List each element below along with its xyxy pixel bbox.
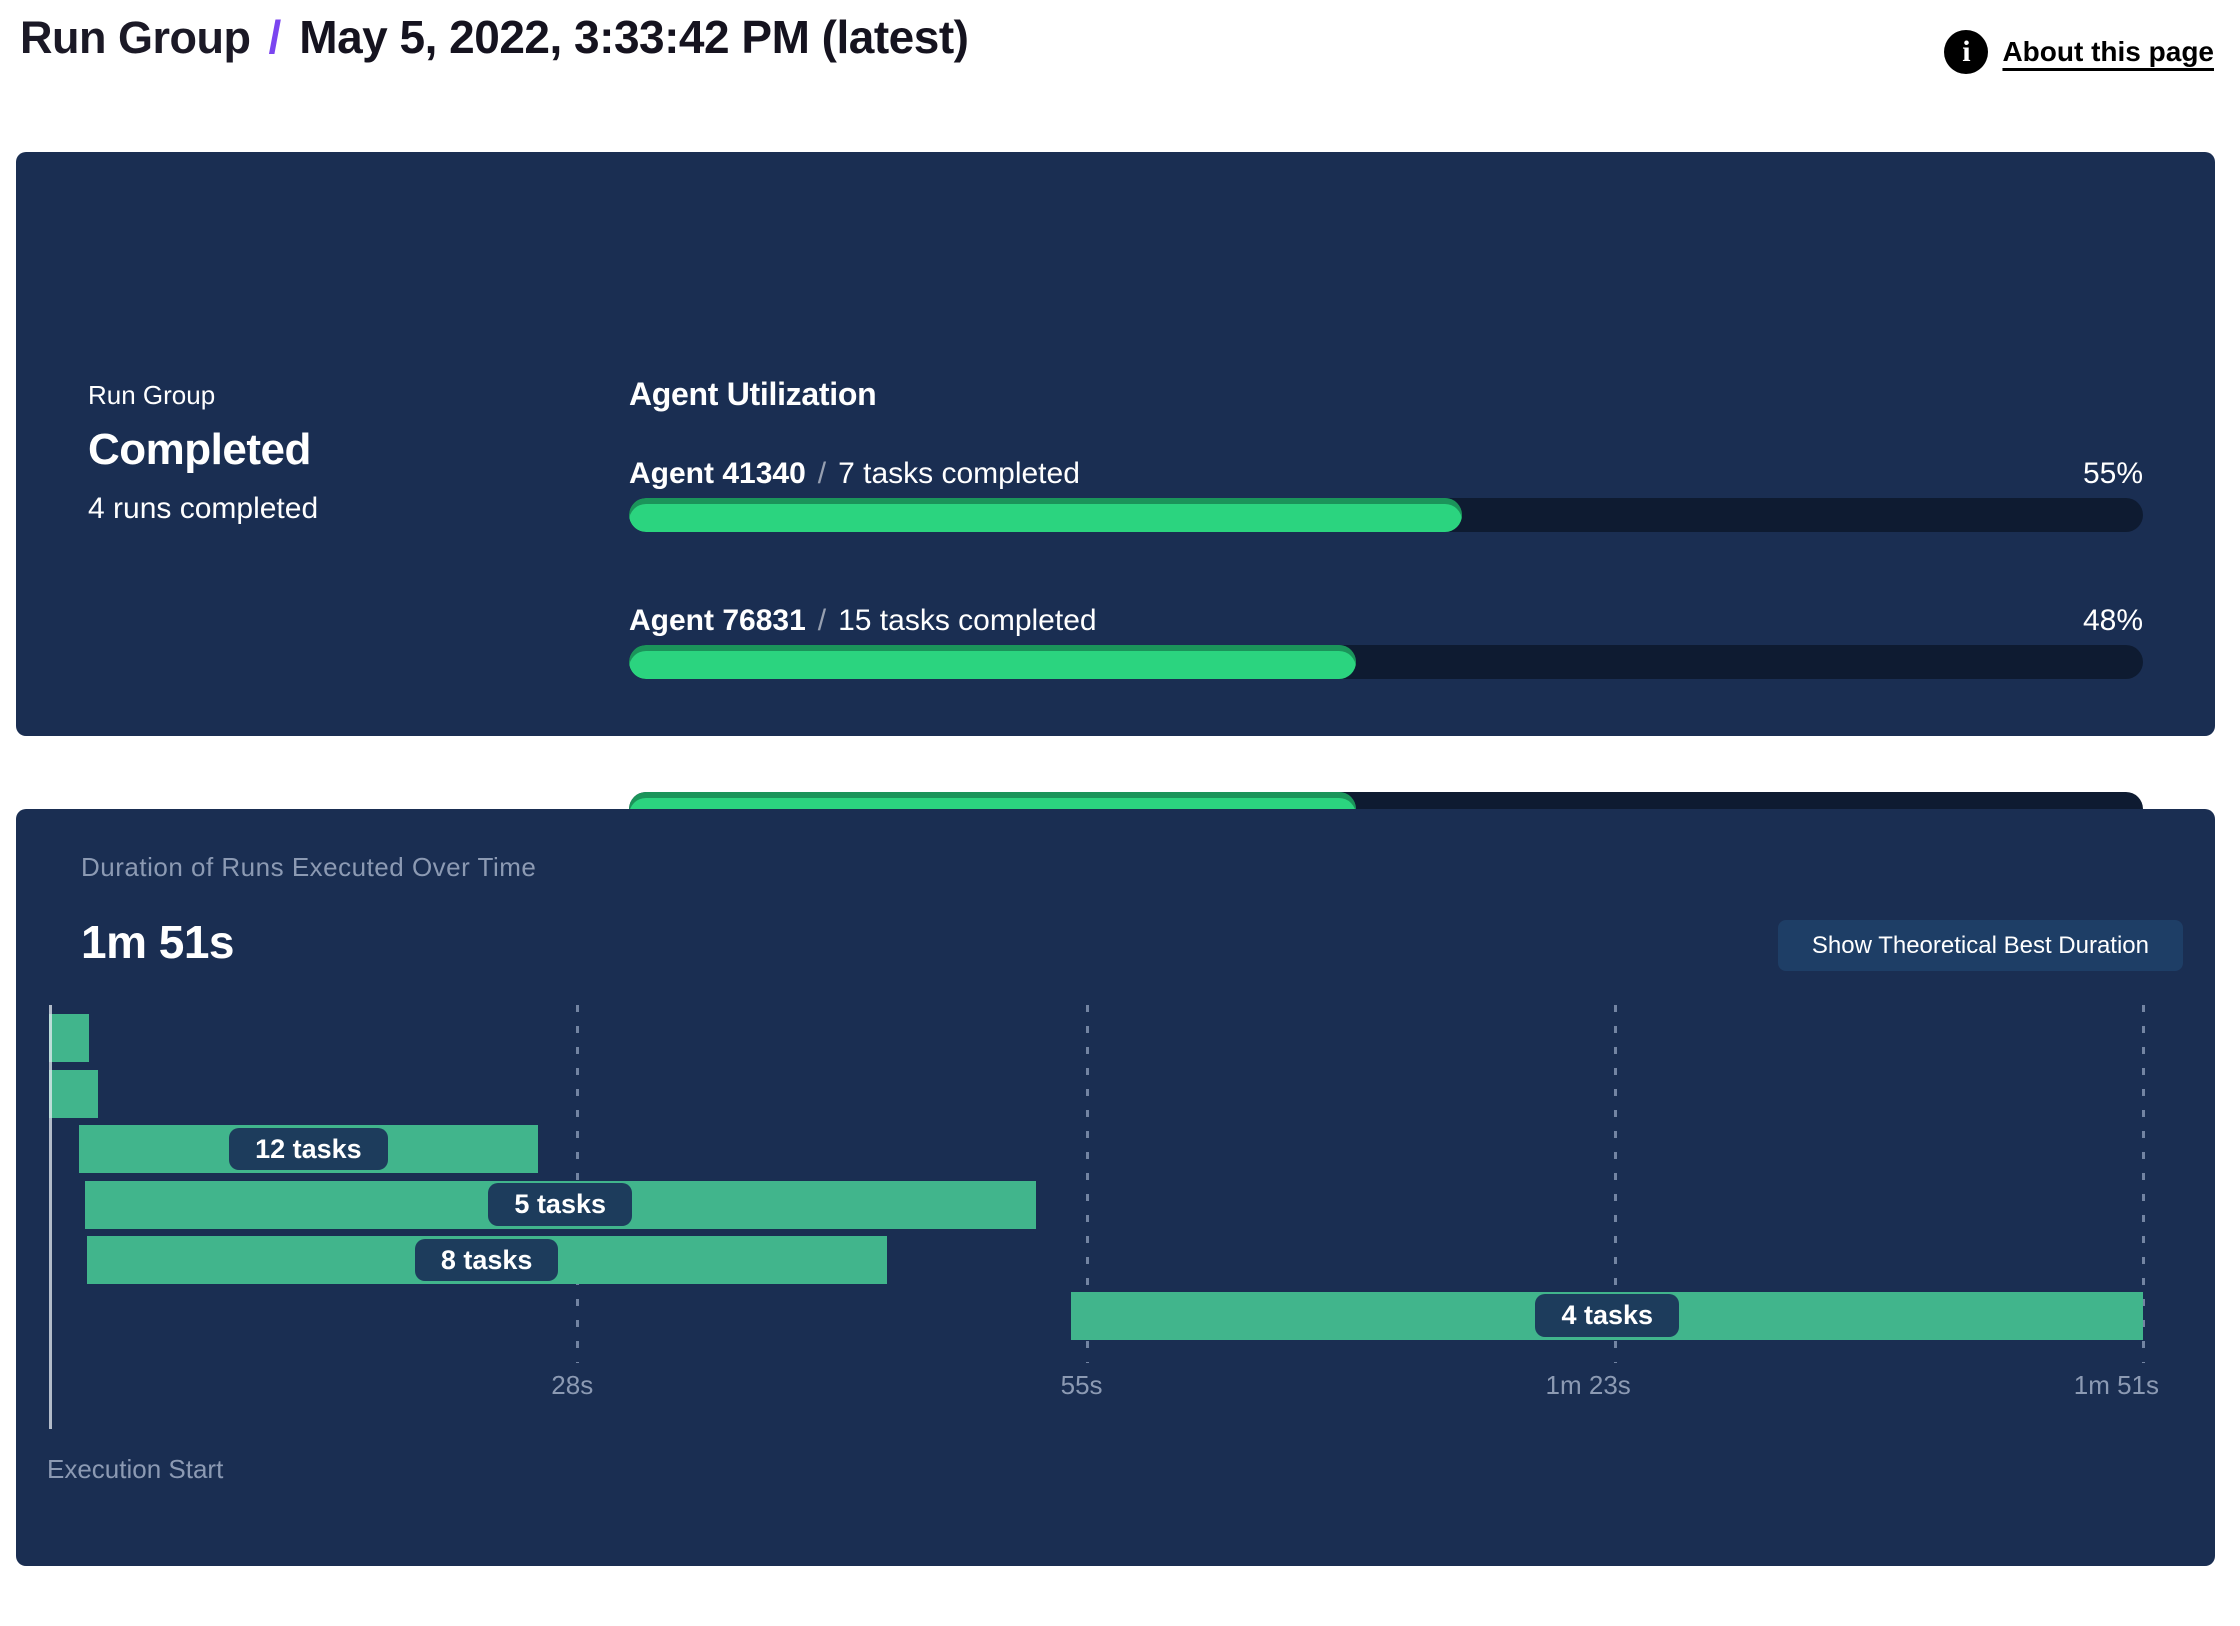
about-this-page-link[interactable]: i About this page: [1944, 30, 2214, 74]
x-tick-label: 28s: [551, 1370, 594, 1400]
run-duration-bar[interactable]: 12 tasks: [79, 1125, 538, 1173]
show-theoretical-best-duration-button[interactable]: Show Theoretical Best Duration: [1777, 920, 2183, 971]
breadcrumb-separator: /: [268, 11, 282, 63]
agent-utilization-percent: 55%: [2082, 457, 2143, 490]
agent-separator: /: [817, 604, 827, 637]
run-group-panel: Run Group Completed 4 runs completed Age…: [16, 152, 2215, 826]
utilization-bar-fill: [629, 645, 1356, 679]
gridline: [1613, 1005, 1617, 1363]
breadcrumb: Run Group / May 5, 2022, 3:33:42 PM (lat…: [20, 10, 969, 64]
duration-panel: Duration of Runs Executed Over Time 1m 5…: [16, 809, 2215, 1566]
run-duration-bar[interactable]: 8 tasks: [86, 1236, 887, 1284]
gantt-plot: 28s 55s 1m 23s 1m 51s 12 tasks 5 tasks 8 tasks…: [49, 1005, 2159, 1425]
agent-utilization-section: Agent Utilization Agent 41340 / 7 tasks …: [629, 376, 2143, 826]
x-tick-label: 55s: [1060, 1370, 1103, 1400]
run-duration-bar[interactable]: 5 tasks: [84, 1180, 1036, 1229]
agent-tasks-completed: 7 tasks completed: [838, 457, 1080, 490]
breadcrumb-run-group[interactable]: Run Group: [20, 12, 251, 63]
runs-completed-count: 4 runs completed: [88, 492, 319, 525]
task-count-pill: 4 tasks: [1535, 1294, 1680, 1337]
run-group-label: Run Group: [88, 380, 216, 410]
run-duration-bar[interactable]: [49, 1014, 89, 1062]
agent-name: Agent 52535: [629, 751, 806, 784]
run-duration-bar[interactable]: [49, 1069, 99, 1118]
utilization-bar-track: [629, 645, 2143, 679]
agent-utilization-title: Agent Utilization: [629, 376, 877, 412]
about-link-label: About this page: [2002, 36, 2214, 67]
agent-row: Agent 76831 / 15 tasks completed 48%: [629, 603, 2143, 679]
gridline: [1085, 1005, 1089, 1363]
x-tick-label: 1m 23s: [1545, 1370, 1631, 1400]
agent-tasks-completed: 7 tasks completed: [838, 751, 1080, 784]
duration-chart-title: Duration of Runs Executed Over Time: [81, 852, 537, 882]
x-tick-label: 1m 51s: [2073, 1370, 2159, 1400]
total-duration-value: 1m 51s: [81, 916, 235, 968]
agent-separator: /: [817, 751, 827, 784]
run-group-status-block: Run Group Completed 4 runs completed: [88, 380, 318, 526]
execution-start-axis-line: [49, 1005, 52, 1429]
utilization-bar-track: [629, 498, 2143, 532]
run-group-status: Completed: [88, 425, 311, 474]
agent-name: Agent 76831: [629, 604, 806, 637]
agent-utilization-percent: 48%: [2082, 604, 2143, 637]
agent-tasks-completed: 15 tasks completed: [838, 604, 1097, 637]
info-icon: i: [1944, 30, 1989, 74]
utilization-bar-fill: [629, 498, 1462, 532]
gridline: [2142, 1005, 2145, 1363]
agent-separator: /: [817, 457, 827, 490]
execution-start-label: Execution Start: [47, 1454, 224, 1484]
page-title: May 5, 2022, 3:33:42 PM (latest): [299, 11, 969, 63]
agent-name: Agent 41340: [629, 457, 806, 490]
task-count-pill: 12 tasks: [229, 1127, 388, 1171]
agent-utilization-percent: 48%: [2082, 751, 2143, 784]
agent-row: Agent 41340 / 7 tasks completed 55%: [629, 456, 2143, 532]
task-count-pill: 5 tasks: [488, 1183, 632, 1226]
task-count-pill: 8 tasks: [414, 1238, 559, 1282]
run-duration-bar[interactable]: 4 tasks: [1071, 1291, 2143, 1340]
